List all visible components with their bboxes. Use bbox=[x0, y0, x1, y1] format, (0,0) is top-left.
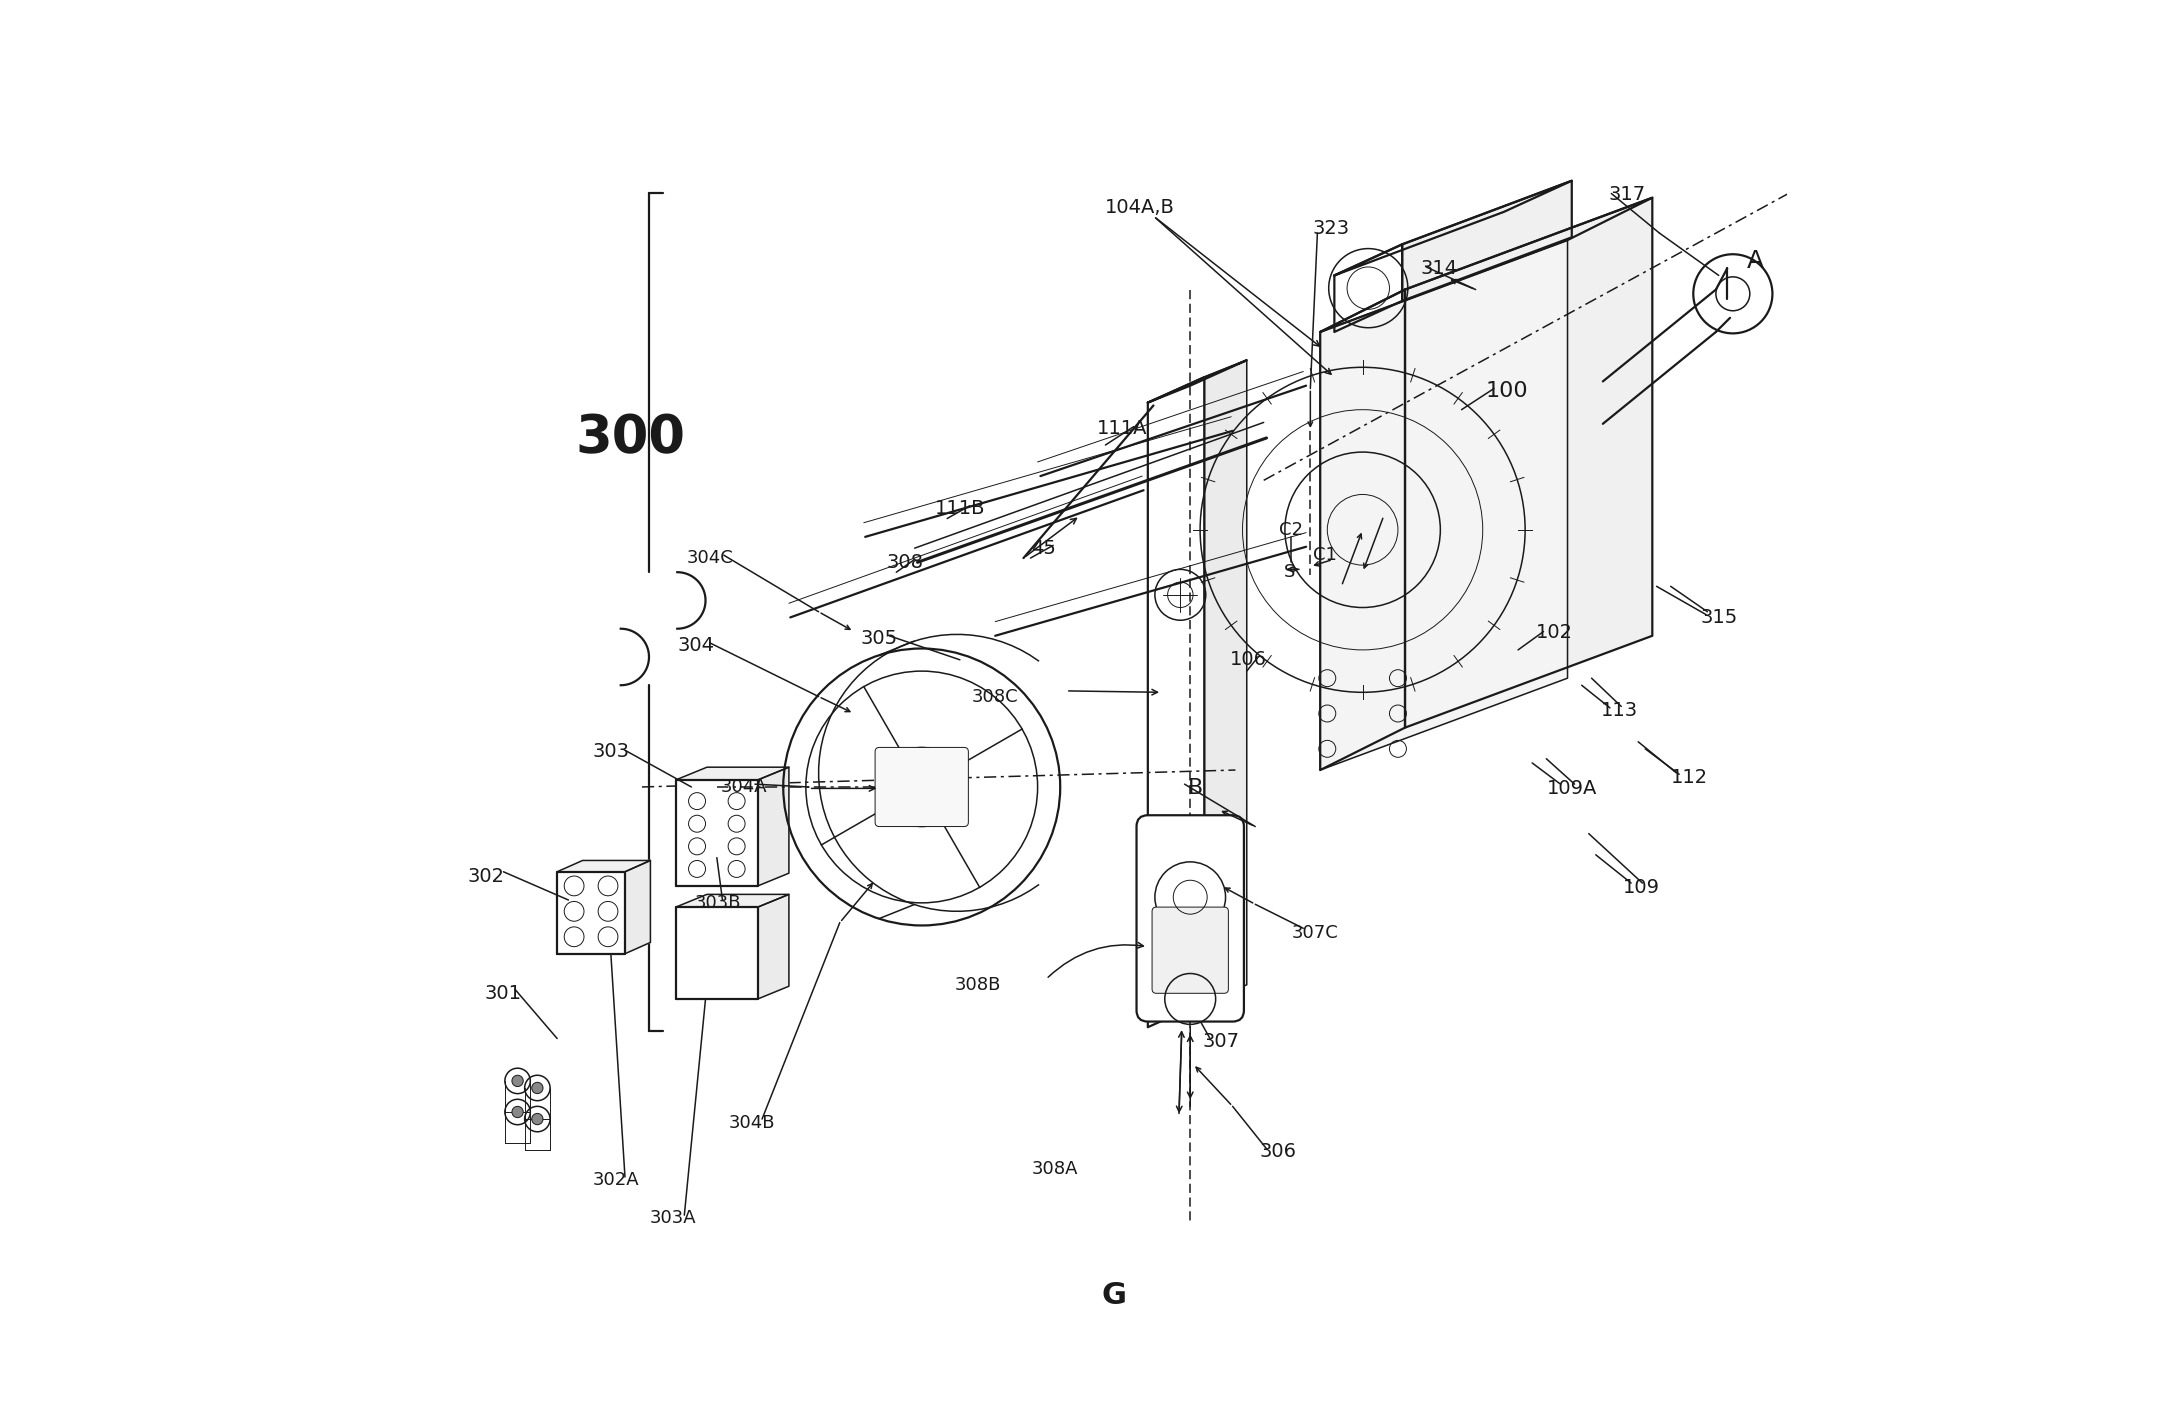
Text: 301: 301 bbox=[486, 983, 523, 1003]
Text: 317: 317 bbox=[1609, 186, 1646, 204]
Polygon shape bbox=[1205, 360, 1246, 1002]
Polygon shape bbox=[1147, 360, 1246, 402]
Text: 304C: 304C bbox=[687, 549, 732, 567]
Text: C2: C2 bbox=[1279, 521, 1302, 539]
Text: 111A: 111A bbox=[1097, 418, 1147, 438]
Text: 113: 113 bbox=[1601, 701, 1639, 721]
Text: 104A,B: 104A,B bbox=[1104, 198, 1175, 217]
Text: 308C: 308C bbox=[972, 688, 1020, 705]
Text: 308: 308 bbox=[886, 552, 922, 572]
Text: 111B: 111B bbox=[935, 499, 985, 518]
Text: 307C: 307C bbox=[1292, 923, 1337, 942]
Text: 305: 305 bbox=[862, 629, 899, 648]
Polygon shape bbox=[676, 768, 788, 781]
Polygon shape bbox=[1335, 244, 1402, 332]
FancyBboxPatch shape bbox=[1136, 815, 1244, 1022]
Text: 102: 102 bbox=[1536, 624, 1572, 642]
Text: 308A: 308A bbox=[1030, 1160, 1078, 1177]
Text: 304A: 304A bbox=[721, 778, 767, 796]
Text: G: G bbox=[1102, 1281, 1125, 1310]
Text: 323: 323 bbox=[1313, 220, 1350, 238]
Polygon shape bbox=[1320, 240, 1568, 771]
Polygon shape bbox=[1320, 198, 1652, 332]
Text: 304B: 304B bbox=[728, 1114, 775, 1132]
Text: 106: 106 bbox=[1229, 651, 1266, 669]
Circle shape bbox=[512, 1076, 523, 1086]
Text: A: A bbox=[1747, 250, 1765, 274]
Text: 315: 315 bbox=[1700, 608, 1737, 626]
Text: 45: 45 bbox=[1030, 538, 1056, 558]
Circle shape bbox=[531, 1113, 542, 1124]
Text: 302: 302 bbox=[469, 866, 505, 886]
Circle shape bbox=[512, 1106, 523, 1117]
FancyBboxPatch shape bbox=[1151, 908, 1229, 993]
Text: 303: 303 bbox=[592, 742, 629, 761]
Text: B: B bbox=[1188, 778, 1203, 798]
Text: C1: C1 bbox=[1313, 547, 1337, 564]
Text: 314: 314 bbox=[1421, 258, 1458, 278]
Text: 300: 300 bbox=[575, 412, 685, 464]
Text: 308B: 308B bbox=[955, 976, 1002, 993]
Polygon shape bbox=[624, 860, 650, 953]
Polygon shape bbox=[557, 872, 624, 953]
Text: 109: 109 bbox=[1622, 878, 1659, 896]
Polygon shape bbox=[1320, 290, 1404, 771]
Polygon shape bbox=[1147, 377, 1205, 1027]
Text: 109A: 109A bbox=[1547, 779, 1596, 798]
Text: 302A: 302A bbox=[594, 1170, 639, 1189]
Polygon shape bbox=[1402, 181, 1572, 301]
Text: 306: 306 bbox=[1259, 1142, 1296, 1162]
Text: 303A: 303A bbox=[650, 1209, 696, 1227]
Polygon shape bbox=[676, 908, 758, 999]
Polygon shape bbox=[1335, 181, 1572, 275]
Text: 304: 304 bbox=[676, 636, 715, 655]
Text: 100: 100 bbox=[1486, 381, 1527, 401]
Text: 303B: 303B bbox=[696, 893, 741, 912]
Polygon shape bbox=[676, 895, 788, 908]
Polygon shape bbox=[557, 860, 650, 872]
Polygon shape bbox=[758, 768, 788, 886]
Circle shape bbox=[531, 1082, 542, 1093]
Text: 112: 112 bbox=[1670, 768, 1709, 786]
Polygon shape bbox=[1404, 198, 1652, 728]
Text: S: S bbox=[1283, 564, 1294, 581]
FancyBboxPatch shape bbox=[875, 748, 968, 826]
Polygon shape bbox=[676, 781, 758, 886]
Text: 307: 307 bbox=[1203, 1032, 1240, 1050]
Polygon shape bbox=[758, 895, 788, 999]
